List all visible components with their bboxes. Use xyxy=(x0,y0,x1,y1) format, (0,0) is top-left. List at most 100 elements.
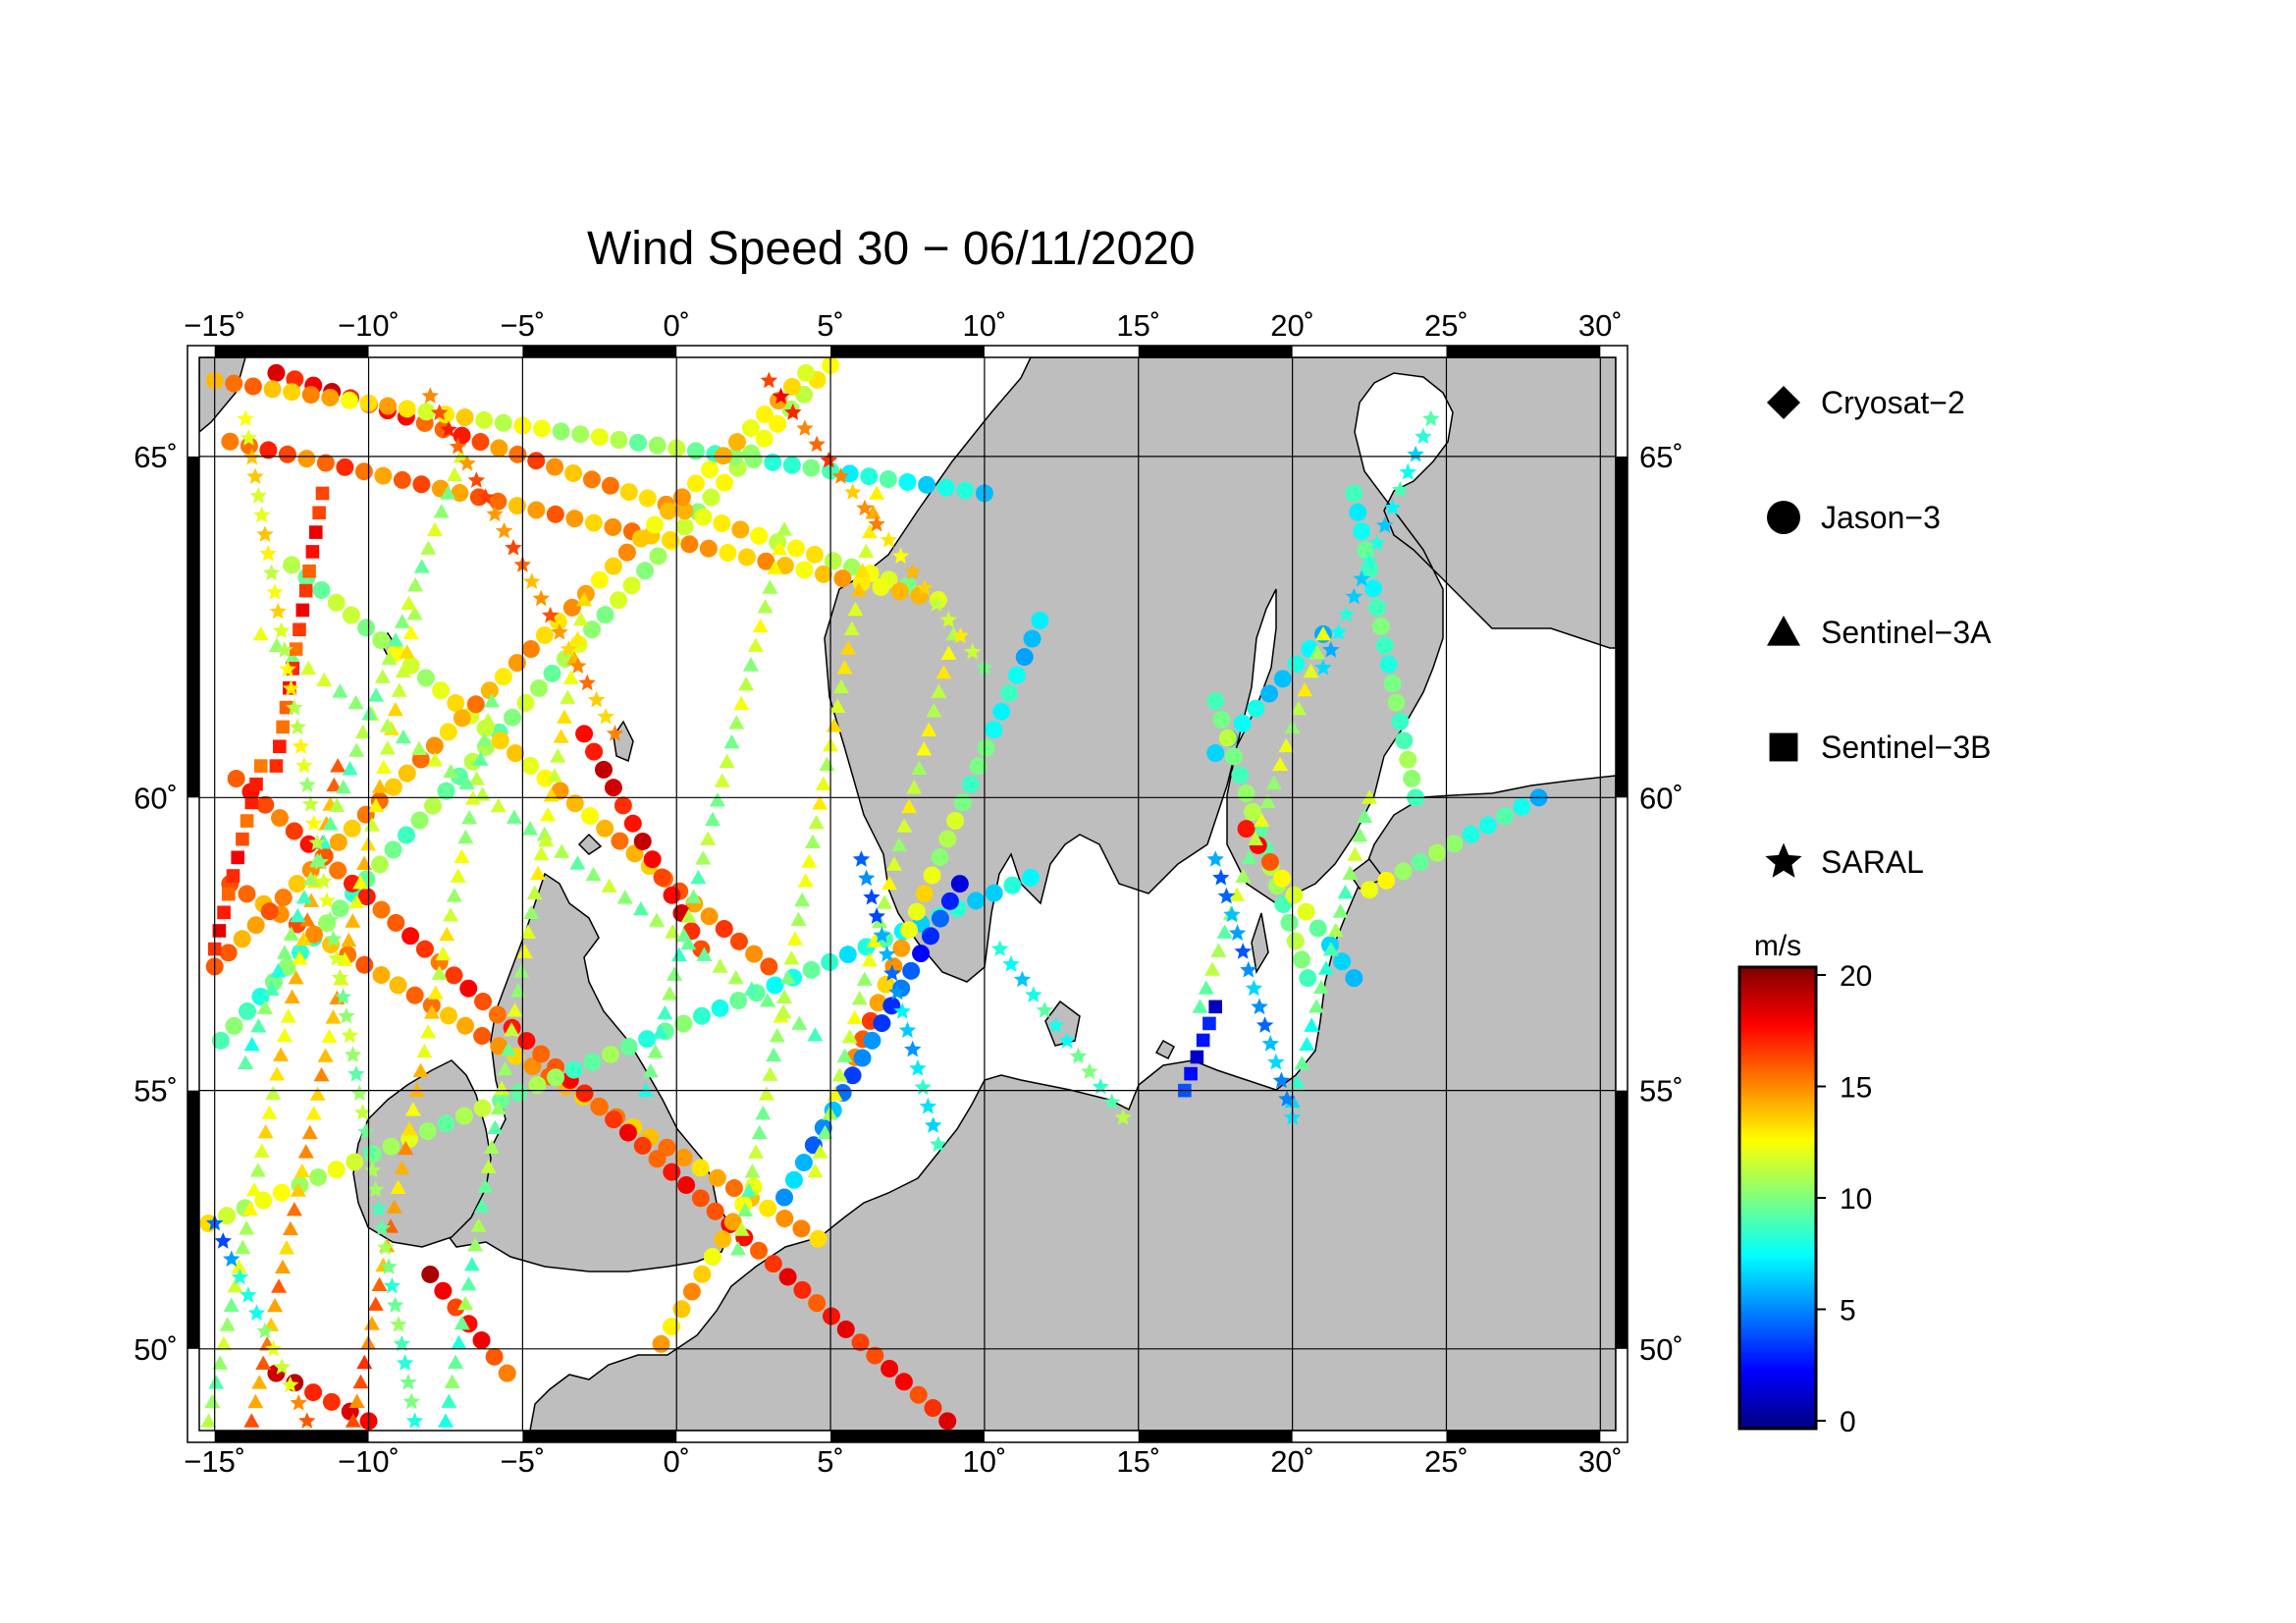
track-point xyxy=(728,715,745,730)
track-point xyxy=(393,1334,411,1352)
track-point xyxy=(374,669,391,683)
track-point xyxy=(423,796,442,815)
track-point xyxy=(507,654,526,673)
track-point xyxy=(836,1320,855,1338)
track-point xyxy=(498,1364,516,1382)
track-point xyxy=(1015,648,1034,667)
track-point xyxy=(680,908,697,923)
track-point xyxy=(744,451,763,469)
track-point xyxy=(551,623,568,640)
track-point xyxy=(935,664,952,679)
track-point xyxy=(477,1178,494,1193)
lon-tick-label: 0˚ xyxy=(663,308,690,343)
track-point xyxy=(247,1304,266,1321)
track-point xyxy=(861,523,878,539)
track-point xyxy=(440,485,456,500)
track-point xyxy=(616,890,633,904)
track-point xyxy=(302,871,319,886)
colorbar-tick-label: 15 xyxy=(1840,1072,1872,1105)
track-10 xyxy=(575,725,711,958)
track-point xyxy=(1383,675,1402,693)
track-point xyxy=(285,649,301,664)
track-point xyxy=(1240,960,1257,978)
lon-tick-label: 20˚ xyxy=(1270,1444,1314,1479)
track-point xyxy=(674,1149,693,1167)
track-point xyxy=(776,521,793,536)
track-point xyxy=(1212,710,1231,729)
track-point xyxy=(990,940,1009,956)
track-point xyxy=(328,949,346,966)
legend-label: Cryosat−2 xyxy=(1821,385,1965,420)
track-point xyxy=(257,1123,274,1139)
track-point xyxy=(812,795,828,810)
lat-tick-label: 55˚ xyxy=(133,1074,178,1109)
track-point xyxy=(456,1016,475,1035)
track-point xyxy=(523,904,540,919)
track-point xyxy=(329,861,347,880)
track-point xyxy=(490,439,508,458)
track-point xyxy=(1259,793,1276,809)
lon-tick-label: 0˚ xyxy=(663,1444,690,1479)
track-point xyxy=(776,989,793,1003)
track-point xyxy=(1255,1016,1274,1033)
track-point xyxy=(715,920,733,939)
legend-label: Sentinel−3B xyxy=(1821,730,1991,765)
track-point xyxy=(1303,663,1319,678)
track-point xyxy=(587,690,606,708)
track-point xyxy=(505,539,522,556)
track-point xyxy=(797,873,814,888)
legend-item: Cryosat−2 xyxy=(1767,385,1965,420)
track-point xyxy=(1218,729,1237,747)
track-36 xyxy=(421,387,624,741)
track-point xyxy=(516,693,535,712)
track-point xyxy=(256,795,275,814)
track-point xyxy=(454,1315,470,1330)
track-point xyxy=(808,435,826,453)
track-point xyxy=(691,1159,710,1177)
track-point xyxy=(1357,541,1375,560)
track-point xyxy=(431,965,448,980)
track-point xyxy=(361,705,378,721)
track-point xyxy=(295,756,313,774)
track-point xyxy=(271,809,290,828)
track-point xyxy=(312,580,331,599)
track-point xyxy=(547,1068,565,1087)
track-point xyxy=(380,1258,398,1274)
track-point xyxy=(231,1259,247,1273)
satellite-tracks xyxy=(199,357,1548,1431)
track-point xyxy=(737,1202,754,1217)
track-point xyxy=(705,811,721,827)
track-point xyxy=(467,471,486,488)
track-point xyxy=(790,911,807,927)
track-point xyxy=(1278,1090,1296,1107)
track-point xyxy=(1415,427,1432,445)
track-point xyxy=(244,795,259,810)
track-point xyxy=(672,488,691,507)
track-point xyxy=(397,826,415,844)
track-point xyxy=(444,1374,460,1388)
track-point xyxy=(690,869,707,885)
track-point xyxy=(322,1392,341,1411)
track-point xyxy=(476,731,493,747)
track-point xyxy=(250,1018,267,1033)
track-point xyxy=(750,526,769,545)
track-point xyxy=(1363,579,1382,598)
track-point xyxy=(663,1318,680,1336)
track-point xyxy=(838,946,857,964)
track-point xyxy=(792,1219,811,1238)
track-point xyxy=(279,700,294,715)
track-point xyxy=(425,736,444,755)
track-point xyxy=(500,1041,516,1056)
track-point xyxy=(940,645,957,660)
track-point xyxy=(755,1105,772,1120)
track-point xyxy=(606,725,624,741)
track-point xyxy=(437,1413,454,1428)
track-point xyxy=(822,1307,840,1325)
land-layer xyxy=(199,357,1616,1431)
track-point xyxy=(370,855,389,874)
track-point xyxy=(1297,681,1313,697)
track-point xyxy=(898,472,917,491)
triangle-icon xyxy=(1767,616,1800,646)
track-point xyxy=(404,1102,421,1116)
track-point xyxy=(357,888,376,906)
